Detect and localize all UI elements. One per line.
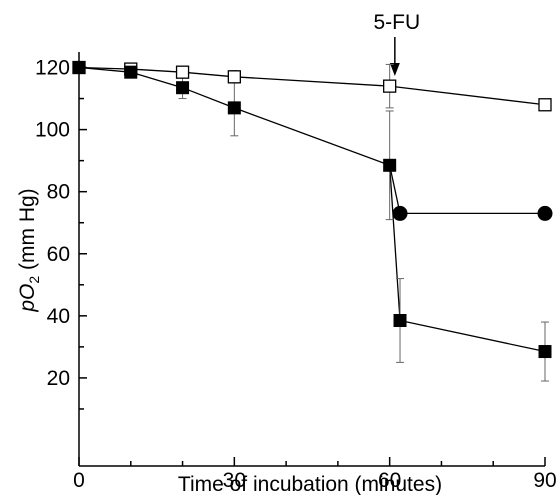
series-filled-circle-line	[389, 165, 545, 215]
data-point-filled-square	[393, 313, 407, 327]
data-point-open-square	[383, 79, 397, 93]
series-open-square-line	[78, 66, 546, 106]
data-point-filled-square	[383, 158, 397, 172]
y-axis-title-p: p	[16, 300, 39, 313]
y-axis-title: pO2 (mm Hg)	[16, 188, 42, 312]
y-axis-title-unit: (mm Hg)	[16, 188, 39, 276]
data-point-filled-square	[176, 81, 190, 95]
x-tick-label: 60	[378, 469, 401, 492]
data-point-filled-square	[227, 101, 241, 115]
annotation-5fu-label: 5-FU	[374, 11, 421, 34]
y-tick-label: 20	[47, 367, 70, 390]
data-point-filled-square	[538, 345, 552, 359]
y-tick-label: 80	[47, 181, 70, 204]
data-point-filled-square	[124, 65, 138, 79]
x-axis-title: Time of incubation (minutes)	[178, 473, 442, 495]
y-tick-label: 120	[35, 57, 70, 80]
axes: 20 40 60 80 100 120 0 30 60 90	[35, 37, 557, 492]
y-tick-label: 40	[47, 305, 70, 328]
y-tick-label: 100	[35, 119, 70, 142]
x-tick-label: 0	[73, 469, 85, 492]
data-point-open-square	[227, 70, 241, 84]
data-point-filled-circle	[392, 205, 408, 221]
data-point-open-square	[538, 98, 552, 112]
y-tick-label: 60	[47, 243, 70, 266]
x-tick-label: 30	[223, 469, 246, 492]
data-point-open-square	[175, 65, 190, 79]
annotation-arrow-head	[389, 63, 400, 76]
series-filled-square-line	[78, 66, 546, 353]
series-layer	[72, 60, 553, 382]
y-axis-title-o: O	[16, 284, 39, 300]
x-tick-label: 90	[533, 469, 556, 492]
data-point-filled-circle	[537, 205, 553, 221]
y-axis-title-sub: 2	[26, 276, 42, 284]
data-point-filled-square	[72, 61, 86, 75]
